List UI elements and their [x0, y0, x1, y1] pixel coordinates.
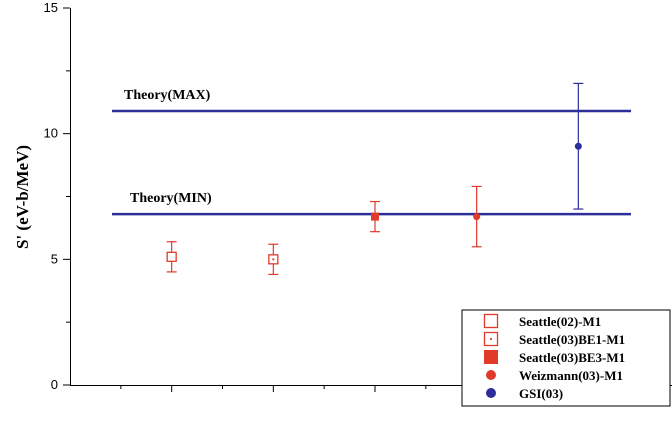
y-tick-label: 5	[51, 251, 58, 266]
y-tick-label: 15	[44, 0, 58, 15]
data-point	[574, 142, 582, 150]
y-tick-label: 10	[44, 126, 58, 141]
y-ticks: 0 5 10 15	[44, 0, 70, 392]
data-marks	[166, 82, 584, 276]
y-axis-label: S' (eV-b/MeV)	[13, 145, 32, 249]
legend-marker	[483, 313, 499, 329]
legend-label: Seattle(02)-M1	[519, 314, 601, 329]
legend-label: GSI(03)	[519, 386, 563, 401]
legend-label: Seattle(03)BE1-M1	[519, 332, 625, 347]
legend-marker-dot	[489, 337, 493, 341]
data-point	[371, 212, 379, 221]
reference-lines: Theory(MAX) Theory(MIN)	[112, 88, 631, 216]
data-point	[166, 251, 177, 262]
y-tick-label: 0	[51, 377, 58, 392]
legend-marker	[484, 350, 498, 364]
legend-marker	[486, 388, 496, 398]
legend-marker	[486, 370, 496, 380]
legend-label: Weizmann(03)-M1	[519, 368, 623, 383]
legend-label: Seattle(03)BE3-M1	[519, 350, 625, 365]
data-point-dot	[272, 258, 275, 261]
theory-label: Theory(MIN)	[130, 191, 212, 206]
legend: Seattle(02)-M1 Seattle(03)BE1-M1 Seattle(0…	[461, 309, 671, 407]
theory-label: Theory(MAX)	[124, 88, 211, 103]
data-point	[473, 213, 481, 221]
